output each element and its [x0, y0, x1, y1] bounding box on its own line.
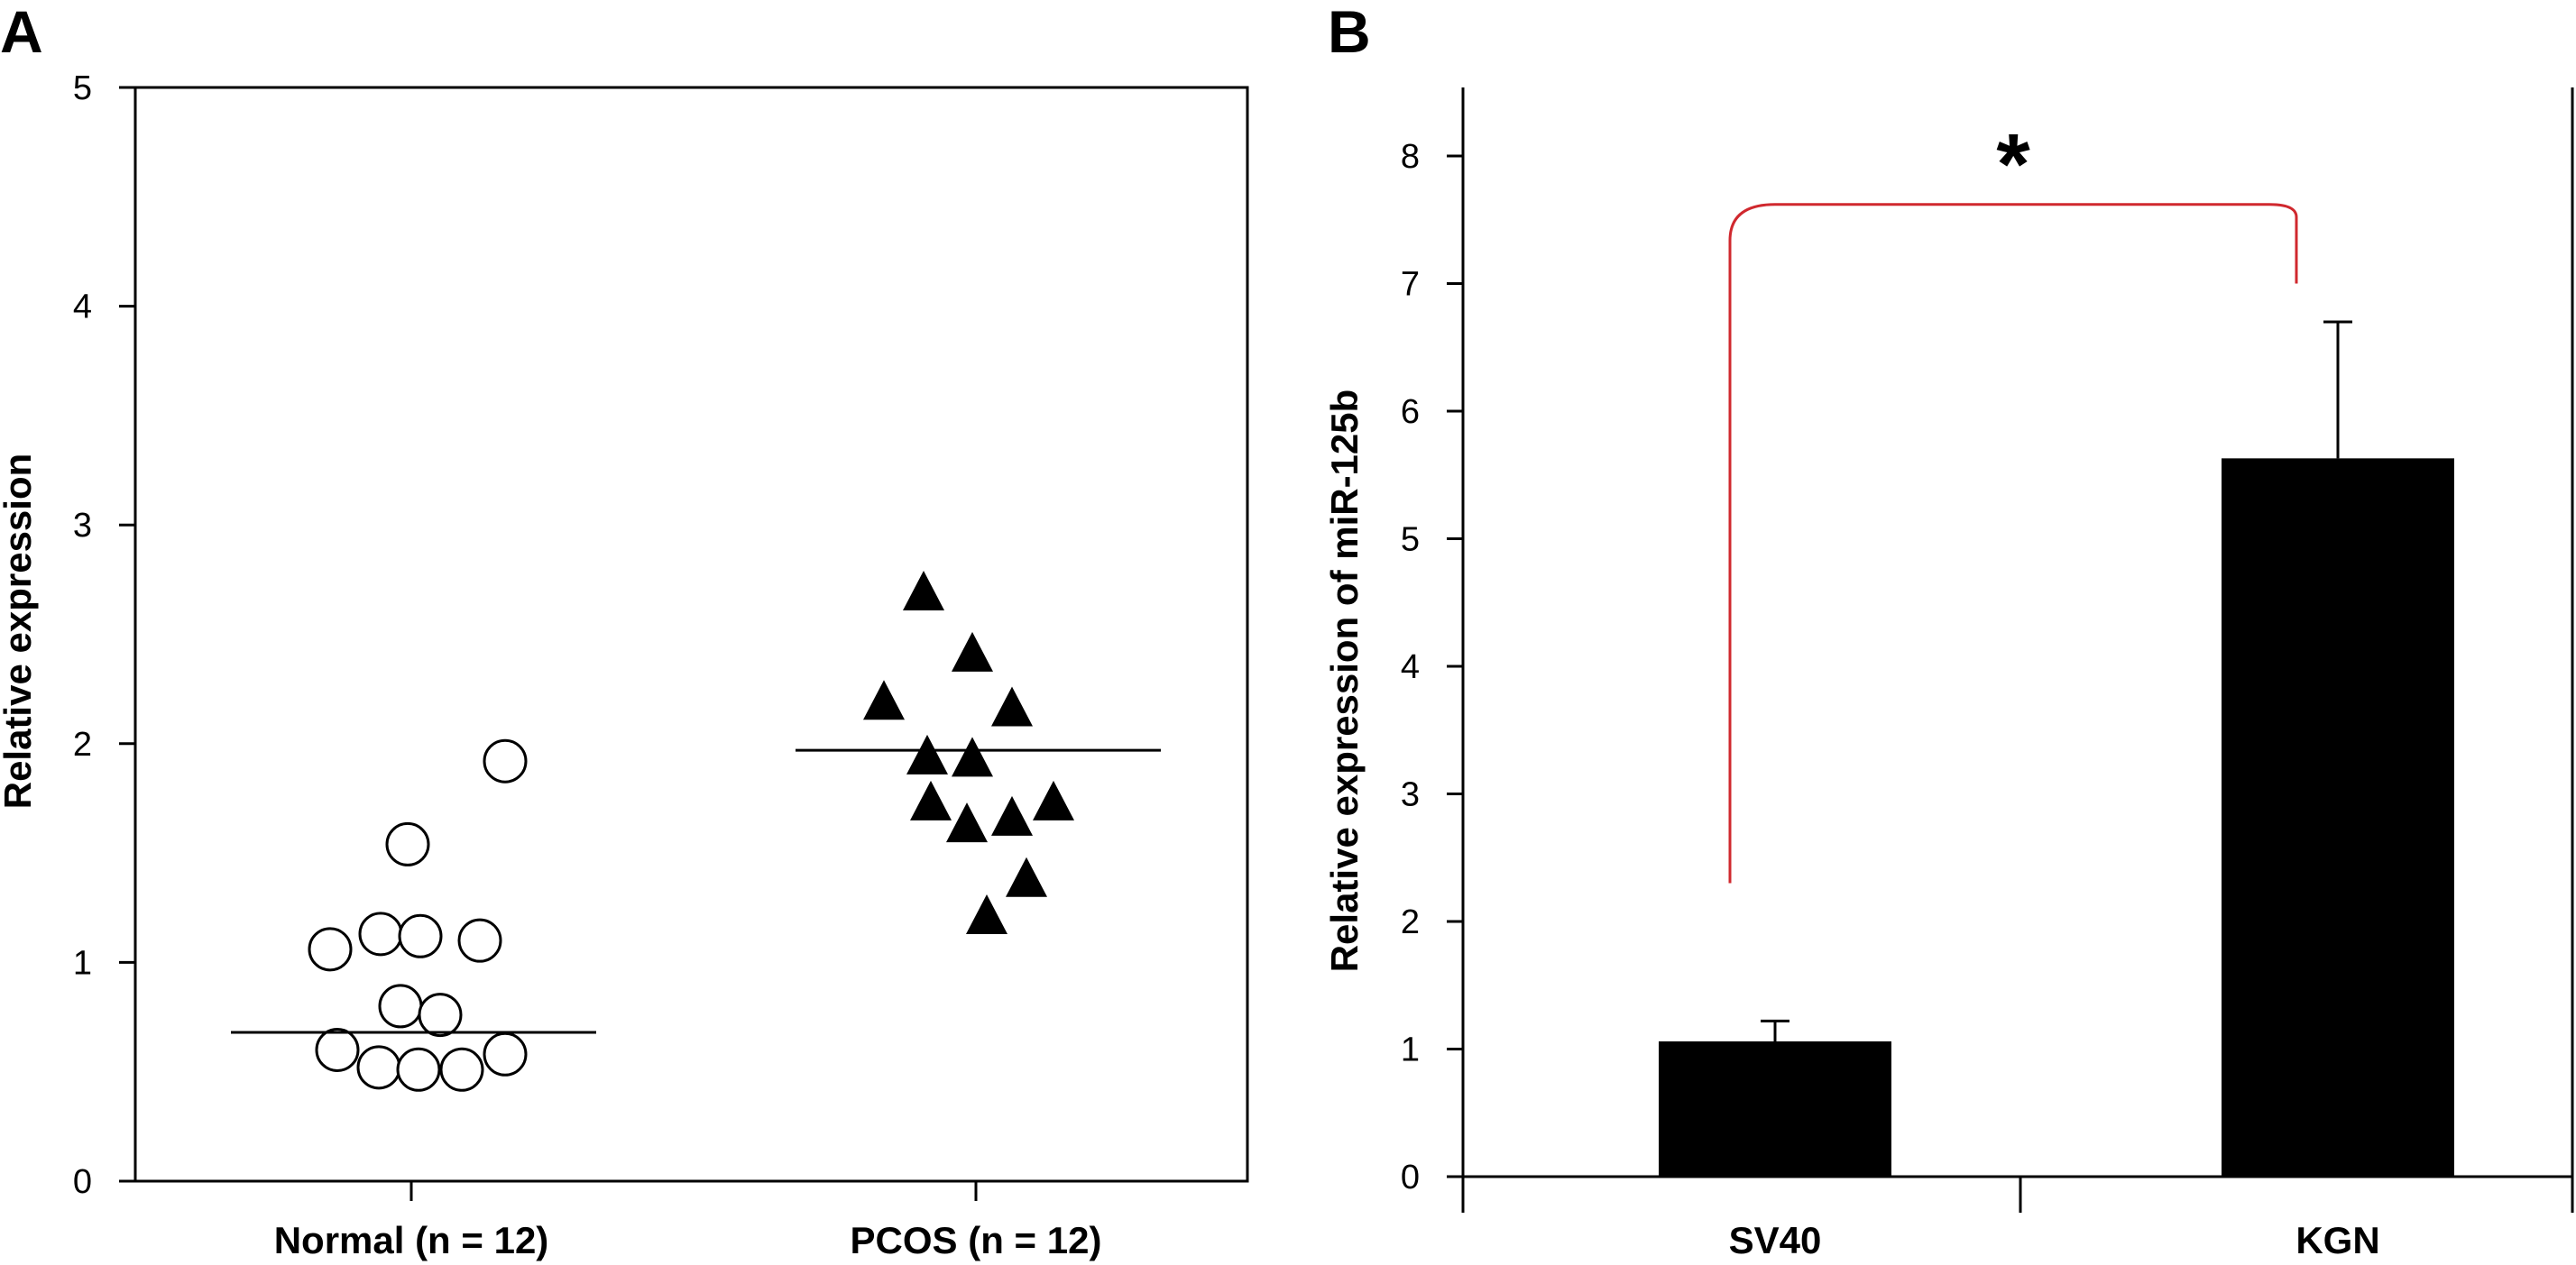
panel-b-y-tick-label: 6 [1401, 393, 1420, 431]
normal-data-point [398, 913, 443, 958]
panel-b-bars [1659, 320, 2454, 1178]
pcos-data-point [903, 570, 944, 610]
panel-a-y-tick-label: 0 [73, 1163, 92, 1201]
panel-b-y-tick-label: 1 [1401, 1031, 1420, 1069]
panel-a-y-tick-label: 5 [73, 69, 92, 107]
pcos-data-point [952, 737, 993, 777]
normal-data-point [457, 918, 502, 963]
panel-a-letter: A [0, 0, 43, 65]
panel-b-y-tick-label: 0 [1401, 1159, 1420, 1196]
normal-data-point [358, 912, 403, 957]
panel-a-points [308, 570, 1074, 1092]
panel-b-y-tick-label: 8 [1401, 138, 1420, 176]
pcos-data-point [1033, 780, 1074, 820]
pcos-data-point [991, 686, 1033, 727]
normal-data-point [439, 1047, 484, 1092]
panel-b-y-ticks: 0 1 2 3 4 5 6 7 8 [1401, 138, 1463, 1196]
bar-kgn [2222, 458, 2454, 1178]
panel-a: A Relative expression 0 1 2 3 4 5 Normal (n =… [0, 0, 1249, 1261]
normal-data-point [356, 1045, 401, 1090]
pcos-data-point [863, 680, 905, 720]
normal-data-point [308, 927, 353, 972]
pcos-data-point [910, 780, 952, 820]
panel-a-category-label: PCOS (n = 12) [851, 1219, 1102, 1261]
normal-data-point [483, 738, 528, 784]
panel-b-significance: * [1728, 116, 2298, 884]
panel-a-y-tick-label: 3 [73, 507, 92, 545]
normal-data-point [483, 1031, 528, 1077]
panel-a-plot-frame [133, 86, 1249, 1183]
panel-b-y-axis-label: Relative expression of miR-125b [1323, 390, 1366, 973]
normal-data-point [418, 993, 463, 1038]
significance-asterisk: * [1996, 116, 2030, 213]
panel-a-mean-lines [231, 748, 1161, 1034]
panel-b-y-tick-label: 5 [1401, 521, 1420, 559]
pcos-data-point [1006, 857, 1047, 897]
panel-b-category-label: SV40 [1729, 1219, 1822, 1261]
panel-a-y-ticks: 0 1 2 3 4 5 [73, 69, 135, 1201]
pcos-data-point [966, 894, 1007, 935]
panel-a-y-tick-label: 1 [73, 944, 92, 982]
panel-a-y-tick-label: 4 [73, 289, 92, 326]
panel-b-y-tick-label: 7 [1401, 266, 1420, 304]
panel-a-category-label: Normal (n = 12) [274, 1219, 549, 1261]
significance-bracket [1728, 203, 2298, 884]
panel-a-x-ticks: Normal (n = 12) PCOS (n = 12) [274, 1181, 1102, 1261]
panel-a-y-axis-label: Relative expression [0, 454, 39, 810]
panel-b-category-label: KGN [2295, 1219, 2379, 1261]
pcos-data-point [991, 795, 1033, 836]
normal-data-point [315, 1027, 360, 1072]
normal-data-point [396, 1047, 441, 1092]
panel-b: B Relative expression of miR-125b 0 1 2 3 4 5… [1323, 0, 2574, 1261]
panel-a-y-tick-label: 2 [73, 726, 92, 764]
pcos-data-point [952, 631, 993, 672]
panel-b-y-tick-label: 3 [1401, 776, 1420, 814]
bar-sv40 [1659, 1041, 1891, 1177]
pcos-data-point [946, 802, 988, 843]
normal-data-point [378, 984, 423, 1029]
normal-data-point [385, 821, 430, 866]
panel-b-x-ticks: SV40 KGN [1461, 1177, 2574, 1261]
panel-b-y-tick-label: 4 [1401, 648, 1420, 686]
pcos-data-point [906, 734, 948, 775]
panel-b-y-tick-label: 2 [1401, 903, 1420, 941]
panel-b-letter: B [1328, 0, 1371, 65]
